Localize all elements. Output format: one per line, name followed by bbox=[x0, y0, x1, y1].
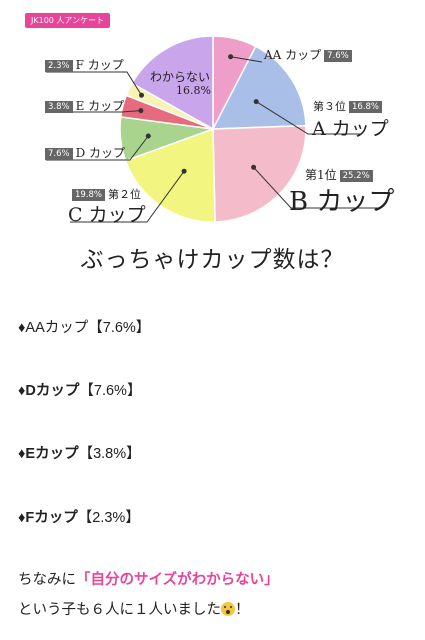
leader-dot-b bbox=[251, 164, 257, 170]
label-aa-name: AA カップ bbox=[264, 48, 322, 62]
label-e: 3.8% E カップ bbox=[42, 97, 124, 114]
leader-line-aa bbox=[230, 56, 263, 63]
chart-title: ぶっちゃけカップ数は？ bbox=[80, 247, 345, 273]
list-item-value: 【3.8%】 bbox=[78, 446, 141, 462]
leader-dot-d bbox=[145, 133, 151, 139]
pie-slice-unknown bbox=[130, 35, 214, 131]
label-c-name: C カップ bbox=[68, 204, 146, 226]
note-highlight: 「自分のサイズがわからない」 bbox=[76, 572, 279, 588]
diamond-bullet-icon: ♦ bbox=[18, 320, 26, 336]
list-item-name: Dカップ bbox=[25, 383, 80, 399]
note-prefix: ちなみに bbox=[18, 572, 76, 588]
list-item-e: ♦Eカップ【3.8%】 bbox=[18, 442, 141, 463]
diamond-bullet-icon: ♦ bbox=[18, 446, 26, 462]
label-f-value: 2.3% bbox=[45, 59, 73, 72]
label-d: 7.6% D カップ bbox=[42, 144, 125, 161]
label-e-name: E カップ bbox=[75, 99, 125, 113]
note-line-1: ちなみに「自分のサイズがわからない」 bbox=[18, 568, 279, 589]
label-b-rank-line: 第1位 25.2% bbox=[305, 166, 376, 183]
label-e-value: 3.8% bbox=[45, 100, 73, 113]
pie-slice-a bbox=[211, 45, 307, 130]
diamond-bullet-icon: ♦ bbox=[18, 510, 26, 526]
diamond-bullet-icon: ♦ bbox=[18, 383, 26, 399]
pie-slice-c bbox=[124, 127, 216, 223]
list-item-f: ♦Fカップ【2.3%】 bbox=[18, 506, 140, 527]
label-a-rank: 第３位 bbox=[313, 100, 346, 113]
label-c-rank-line: 19.8% 第２位 bbox=[69, 186, 141, 202]
label-a-name: A カップ bbox=[312, 118, 389, 140]
leader-line-c bbox=[70, 170, 185, 223]
label-b-value: 25.2% bbox=[339, 169, 373, 182]
list-item-value: 【7.6%】 bbox=[79, 383, 142, 399]
leader-dot-aa bbox=[228, 54, 234, 60]
flushed-face-icon bbox=[221, 602, 235, 616]
leader-dot-c bbox=[181, 168, 187, 174]
label-aa: AA カップ 7.6% bbox=[264, 46, 355, 63]
label-c-value: 19.8% bbox=[72, 189, 106, 201]
list-item-aa: ♦AAカップ【7.6%】 bbox=[18, 316, 150, 337]
label-b-name: B カップ bbox=[289, 187, 395, 217]
list-item-name: AAカップ bbox=[25, 320, 89, 336]
label-f: 2.3% F カップ bbox=[42, 56, 124, 73]
leader-dot-e bbox=[138, 108, 144, 114]
list-item-value: 【7.6%】 bbox=[88, 320, 151, 336]
label-c-rank: 第２位 bbox=[108, 188, 142, 201]
pie-chart-figure: JK100 人アンケート AA カップ 7.6% 第３位 16.8% A カップ 第… bbox=[0, 0, 425, 292]
label-d-value: 7.6% bbox=[45, 147, 73, 160]
label-f-name: F カップ bbox=[75, 58, 124, 72]
note-line-2: という子も６人に１人いました ！ bbox=[18, 598, 250, 619]
list-item-name: Eカップ bbox=[25, 446, 79, 462]
label-a-value: 16.8% bbox=[349, 101, 383, 113]
label-aa-value: 7.6% bbox=[324, 49, 352, 62]
leader-line-d bbox=[46, 135, 149, 161]
label-unknown-value: 16.8% bbox=[176, 84, 211, 97]
list-item-name: Fカップ bbox=[25, 510, 78, 526]
label-b-rank: 第1位 bbox=[305, 168, 337, 182]
label-d-name: D カップ bbox=[75, 146, 126, 160]
list-item-value: 【2.3%】 bbox=[77, 510, 140, 526]
leader-line-b bbox=[253, 166, 378, 209]
label-a-rank-line: 第３位 16.8% bbox=[313, 98, 385, 114]
pie-chart bbox=[46, 35, 378, 223]
note-suffix: ！ bbox=[235, 602, 250, 618]
survey-badge: JK100 人アンケート bbox=[25, 13, 111, 28]
note-text: という子も６人に１人いました bbox=[18, 602, 221, 618]
leader-dot-a bbox=[253, 99, 259, 105]
label-unknown-name: わからない bbox=[150, 70, 211, 84]
leader-line-f bbox=[46, 71, 142, 96]
list-item-d: ♦Dカップ【7.6%】 bbox=[18, 379, 141, 400]
leader-line-a bbox=[255, 101, 360, 135]
leader-dot-f bbox=[139, 92, 144, 98]
